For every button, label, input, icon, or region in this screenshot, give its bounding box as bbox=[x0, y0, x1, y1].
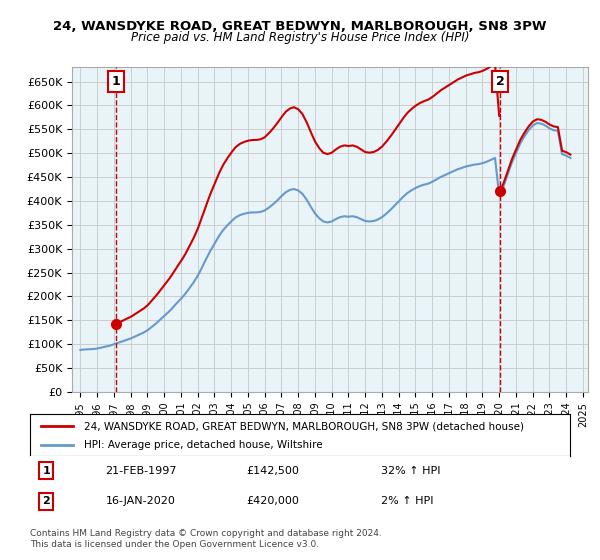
Text: £420,000: £420,000 bbox=[246, 497, 299, 506]
Text: 1: 1 bbox=[43, 465, 50, 475]
Text: 32% ↑ HPI: 32% ↑ HPI bbox=[381, 465, 440, 475]
Text: 16-JAN-2020: 16-JAN-2020 bbox=[106, 497, 175, 506]
Text: 1: 1 bbox=[112, 75, 121, 88]
Text: 24, WANSDYKE ROAD, GREAT BEDWYN, MARLBOROUGH, SN8 3PW: 24, WANSDYKE ROAD, GREAT BEDWYN, MARLBOR… bbox=[53, 20, 547, 32]
Text: Price paid vs. HM Land Registry's House Price Index (HPI): Price paid vs. HM Land Registry's House … bbox=[131, 31, 469, 44]
Text: 2: 2 bbox=[496, 75, 504, 88]
Text: HPI: Average price, detached house, Wiltshire: HPI: Average price, detached house, Wilt… bbox=[84, 440, 323, 450]
Text: Contains HM Land Registry data © Crown copyright and database right 2024.
This d: Contains HM Land Registry data © Crown c… bbox=[30, 529, 382, 549]
Text: 2% ↑ HPI: 2% ↑ HPI bbox=[381, 497, 433, 506]
Text: 2: 2 bbox=[43, 497, 50, 506]
Text: £142,500: £142,500 bbox=[246, 465, 299, 475]
Text: 21-FEB-1997: 21-FEB-1997 bbox=[106, 465, 177, 475]
Text: 24, WANSDYKE ROAD, GREAT BEDWYN, MARLBOROUGH, SN8 3PW (detached house): 24, WANSDYKE ROAD, GREAT BEDWYN, MARLBOR… bbox=[84, 421, 524, 431]
